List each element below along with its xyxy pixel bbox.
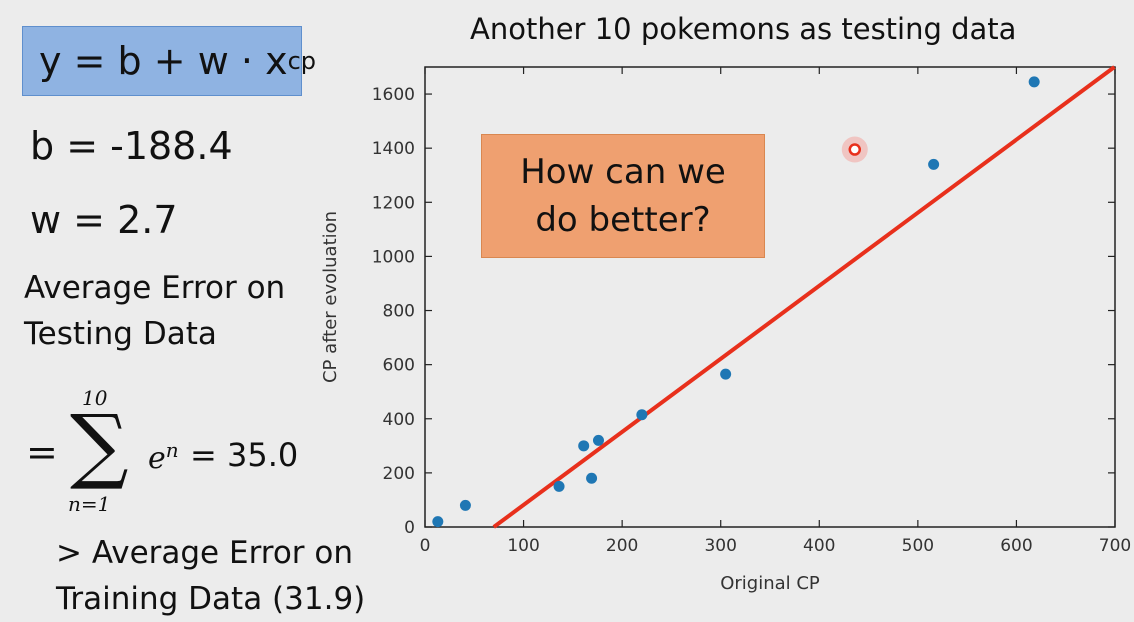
axis-ticks: 0 100 200 300 400 500 600 700 0 200 400 600 800 1000 1…	[372, 67, 1131, 556]
y-tick-label: 1000	[372, 247, 415, 267]
sum-upper-limit: 10	[82, 386, 108, 410]
plot-frame	[424, 66, 1116, 528]
sum-equals: =	[26, 430, 58, 474]
formula-y: y	[39, 39, 62, 83]
data-point	[432, 516, 444, 528]
highlighted-data-point	[848, 143, 862, 156]
sigma-symbol: ∑	[70, 398, 129, 493]
y-tick-label: 1200	[372, 193, 415, 213]
formula-box: y = b + w · x cp	[22, 26, 316, 96]
data-points	[432, 76, 1040, 528]
w-value: w = 2.7	[30, 198, 178, 242]
x-axis-label: Original CP	[720, 573, 820, 594]
regression-line	[492, 65, 1116, 529]
data-point	[636, 409, 648, 421]
chart-title: Another 10 pokemons as testing data	[470, 12, 1017, 46]
x-tick-label: 600	[1000, 536, 1032, 556]
y-tick-label: 1600	[372, 85, 415, 105]
sum-term: en	[148, 438, 179, 476]
y-tick-label: 1400	[372, 139, 415, 159]
x-tick-label: 500	[902, 536, 934, 556]
formula-w: w	[197, 39, 229, 83]
callout-line-1: How can we	[520, 152, 726, 192]
data-point	[928, 158, 940, 170]
data-point	[459, 499, 471, 511]
y-tick-label: 200	[383, 464, 415, 484]
formula-equals: =	[73, 39, 106, 83]
y-tick-label: 0	[404, 518, 415, 538]
y-tick-label: 400	[383, 410, 415, 430]
y-tick-label: 800	[383, 302, 415, 322]
callout-line-2: do better?	[535, 200, 711, 240]
y-tick-label: 600	[383, 356, 415, 376]
formula-x: x	[265, 39, 288, 83]
formula-subscript: cp	[287, 47, 316, 75]
data-point	[720, 368, 732, 380]
data-point	[1028, 76, 1040, 88]
sum-lower-limit: n=1	[68, 492, 111, 516]
x-tick-label: 100	[507, 536, 539, 556]
sum-term-sup: n	[165, 438, 179, 462]
avg-error-label-1: Average Error on	[24, 270, 286, 306]
regression-line-group	[492, 65, 1116, 529]
x-tick-label: 700	[1099, 536, 1131, 556]
data-point	[586, 472, 598, 484]
b-value: b = -188.4	[30, 124, 233, 168]
data-point	[578, 440, 590, 452]
data-point	[592, 434, 604, 446]
formula-plus: +	[153, 39, 186, 83]
training-error-label-1: > Average Error on	[56, 535, 354, 571]
x-tick-label: 0	[420, 536, 431, 556]
data-point	[553, 480, 565, 492]
formula-b: b	[117, 39, 142, 83]
formula-dot: ·	[240, 39, 253, 83]
x-tick-label: 300	[704, 536, 736, 556]
avg-error-label-2: Testing Data	[24, 316, 217, 352]
sum-term-base: e	[148, 441, 166, 476]
x-tick-label: 200	[606, 536, 638, 556]
callout-box: How can we do better?	[481, 134, 765, 258]
sum-value: = 35.0	[190, 436, 299, 474]
y-axis-label: CP after evoluation	[320, 211, 341, 383]
x-tick-label: 400	[803, 536, 835, 556]
training-error-label-2: Training Data (31.9)	[56, 581, 366, 617]
